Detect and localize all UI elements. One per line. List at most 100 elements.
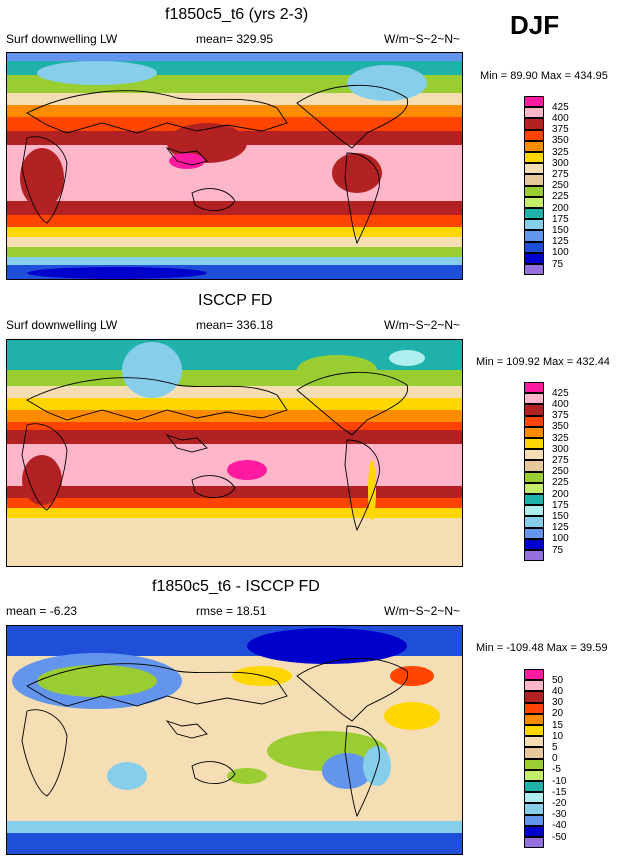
- colorbar-swatch: [524, 505, 544, 517]
- colorbar-swatch: [524, 460, 544, 472]
- colorbar-swatch: [524, 393, 544, 405]
- colorbar-level-label: 275: [552, 168, 569, 180]
- colorbar-swatch: [524, 814, 544, 826]
- colorbar-level-label: -15: [552, 786, 567, 798]
- colorbar-level-label: 300: [552, 157, 569, 169]
- panel-2-units: W/m~S~2~N~: [384, 318, 461, 332]
- colorbar-swatch: [524, 825, 544, 837]
- colorbar-swatch: [524, 107, 544, 119]
- colorbar-swatch: [524, 769, 544, 781]
- colorbar-level-label: 5: [552, 741, 558, 753]
- colorbar-swatch: [524, 96, 544, 108]
- colorbar-swatch: [524, 471, 544, 483]
- colorbar-level-label: 150: [552, 510, 569, 522]
- colorbar-level-label: 100: [552, 247, 569, 259]
- colorbar-level-label: 275: [552, 454, 569, 466]
- colorbar-swatch: [524, 118, 544, 130]
- colorbar-level-label: 150: [552, 224, 569, 236]
- colorbar-level-label: 175: [552, 213, 569, 225]
- colorbar-swatch: [524, 129, 544, 141]
- colorbar-level-label: 375: [552, 124, 569, 136]
- colorbar-swatch: [524, 669, 544, 681]
- panel-1-center-label: mean= 329.95: [196, 32, 274, 46]
- colorbar-level-label: 250: [552, 466, 569, 478]
- panel-1-map: [6, 52, 463, 280]
- panel-3-center-label: rmse = 18.51: [196, 604, 267, 618]
- colorbar-swatch: [524, 415, 544, 427]
- colorbar-level-label: 250: [552, 180, 569, 192]
- colorbar-swatch: [524, 241, 544, 253]
- colorbar-swatch: [524, 702, 544, 714]
- colorbar-level-label: -40: [552, 820, 567, 832]
- colorbar-swatch: [524, 680, 544, 692]
- colorbar-level-label: 400: [552, 112, 569, 124]
- colorbar-swatch: [524, 404, 544, 416]
- colorbar-level-label: 225: [552, 477, 569, 489]
- colorbar-swatch: [524, 140, 544, 152]
- colorbar-level-label: 375: [552, 410, 569, 422]
- panel-1-units: W/m~S~2~N~: [384, 32, 461, 46]
- colorbar-swatch: [524, 438, 544, 450]
- colorbar-level-label: 125: [552, 522, 569, 534]
- colorbar-level-label: 0: [552, 753, 558, 765]
- colorbar-swatch: [524, 494, 544, 506]
- colorbar-level-label: 350: [552, 135, 569, 147]
- colorbar-swatch: [524, 252, 544, 264]
- colorbar-level-label: -10: [552, 775, 567, 787]
- colorbar-level-label: 75: [552, 544, 564, 556]
- colorbar-level-label: -5: [552, 764, 561, 776]
- panel-3-title: f1850c5_t6 - ISCCP FD: [152, 578, 320, 595]
- panel-3-units: W/m~S~2~N~: [384, 604, 461, 618]
- colorbar-swatch: [524, 538, 544, 550]
- colorbar-swatch: [524, 449, 544, 461]
- colorbar-swatch: [524, 516, 544, 528]
- colorbar-swatch: [524, 230, 544, 242]
- panel-2-title: ISCCP FD: [198, 292, 273, 309]
- panel-3-minmax: Min = -109.48 Max = 39.59: [476, 642, 608, 654]
- colorbar-level-label: 175: [552, 499, 569, 511]
- colorbar-swatch: [524, 837, 544, 849]
- colorbar-level-label: 350: [552, 421, 569, 433]
- colorbar-swatch: [524, 736, 544, 748]
- colorbar-level-label: 30: [552, 697, 564, 709]
- colorbar-level-label: 325: [552, 146, 569, 158]
- colorbar-level-label: 100: [552, 533, 569, 545]
- colorbar-swatch: [524, 152, 544, 164]
- colorbar-swatch: [524, 163, 544, 175]
- colorbar-level-label: -50: [552, 831, 567, 843]
- colorbar-swatch: [524, 803, 544, 815]
- colorbar-swatch: [524, 219, 544, 231]
- colorbar-swatch: [524, 426, 544, 438]
- colorbar-swatch: [524, 781, 544, 793]
- panel-2-minmax: Min = 109.92 Max = 432.44: [476, 356, 610, 368]
- colorbar-swatch: [524, 713, 544, 725]
- colorbar-level-label: 10: [552, 730, 564, 742]
- colorbar-level-label: 20: [552, 708, 564, 720]
- panel-1-minmax: Min = 89.90 Max = 434.95: [480, 70, 608, 82]
- colorbar-level-label: -30: [552, 809, 567, 821]
- colorbar-swatch: [524, 382, 544, 394]
- season-label: DJF: [510, 10, 560, 40]
- colorbar-level-label: -20: [552, 797, 567, 809]
- colorbar-level-label: 40: [552, 685, 564, 697]
- colorbar-swatch: [524, 747, 544, 759]
- panel-3-left-label: mean = -6.23: [6, 604, 78, 618]
- colorbar-swatch: [524, 174, 544, 186]
- colorbar-level-label: 425: [552, 101, 569, 113]
- panel-3-map: [6, 625, 463, 855]
- colorbar-swatch: [524, 550, 544, 562]
- colorbar-level-label: 400: [552, 398, 569, 410]
- colorbar-level-label: 200: [552, 488, 569, 500]
- colorbar-swatch: [524, 264, 544, 276]
- colorbar-swatch: [524, 725, 544, 737]
- colorbar-level-label: 125: [552, 236, 569, 248]
- panel-1-left-label: Surf downwelling LW: [6, 32, 118, 46]
- colorbar-level-label: 15: [552, 719, 564, 731]
- colorbar-swatch: [524, 208, 544, 220]
- colorbar-level-label: 325: [552, 432, 569, 444]
- colorbar-level-label: 75: [552, 258, 564, 270]
- colorbar-level-label: 225: [552, 191, 569, 203]
- colorbar-level-label: 50: [552, 674, 564, 686]
- colorbar-swatch: [524, 185, 544, 197]
- colorbar-level-label: 425: [552, 387, 569, 399]
